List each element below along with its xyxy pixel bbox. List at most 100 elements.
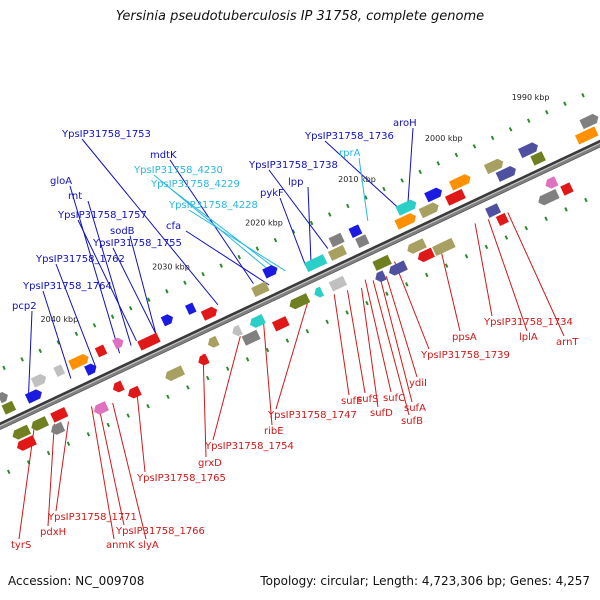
gene-label-ypsip31758-1739: YpsIP31758_1739 xyxy=(420,350,510,361)
tick-dot xyxy=(405,282,409,287)
leader-ydii xyxy=(385,276,418,378)
leader-sufd xyxy=(361,287,379,408)
leader-grxd xyxy=(202,353,207,458)
leader-cfa xyxy=(185,230,270,286)
gene-arrow xyxy=(262,265,278,279)
gene-label-ypsip31758-1755: YpsIP31758_1755 xyxy=(92,238,182,249)
leader-pykf xyxy=(279,197,307,266)
gene-arrow xyxy=(31,416,50,431)
tick-dot xyxy=(265,347,270,353)
leader-ypsip31758-1765 xyxy=(136,389,146,473)
tick-dot-layer xyxy=(2,92,588,475)
gene-feature xyxy=(251,281,270,298)
gene-label-pcp2: pcp2 xyxy=(12,301,37,312)
tick-dot xyxy=(128,306,133,311)
gene-feature xyxy=(160,314,173,327)
gene-box xyxy=(328,232,345,248)
gene-arrow xyxy=(483,158,504,175)
leader-gloa xyxy=(69,185,121,354)
gene-feature xyxy=(271,316,290,332)
gene-label-ydii: ydiI xyxy=(409,378,427,389)
gene-feature xyxy=(241,329,261,346)
gene-feature xyxy=(262,265,278,279)
leader-ypsip31758-1734 xyxy=(474,223,493,317)
accession-text: Accession: NC_009708 xyxy=(8,574,145,588)
gene-label-sufa: sufA xyxy=(404,403,426,414)
gene-arrow xyxy=(495,166,516,182)
tick-dot xyxy=(327,212,332,217)
gene-feature xyxy=(17,435,37,451)
map-title: Yersinia pseudotuberculosis IP 31758, co… xyxy=(115,9,485,24)
gene-feature xyxy=(407,238,427,254)
tick-dot xyxy=(86,432,91,437)
gene-feature xyxy=(375,270,387,283)
gene-box xyxy=(241,329,261,346)
gene-label-ypsip31758-1757: YpsIP31758_1757 xyxy=(57,210,147,221)
gene-arrow xyxy=(112,380,125,393)
gene-feature xyxy=(93,401,110,415)
tick-label-2010-kbp: 2010 kbp xyxy=(338,175,376,184)
tick-dot xyxy=(237,254,242,260)
tick-dot xyxy=(472,144,477,149)
gene-feature xyxy=(560,182,574,196)
leader-tyrs xyxy=(18,428,35,540)
gene-label-tyrs: tyrS xyxy=(11,540,31,551)
gene-label-lpp: lpp xyxy=(288,177,303,188)
tick-dot xyxy=(74,331,79,337)
gene-feature xyxy=(0,392,8,404)
tick-dot xyxy=(564,207,568,212)
gene-arrow xyxy=(395,199,417,216)
tick-dot xyxy=(584,197,588,203)
tick-dot xyxy=(219,263,223,268)
gene-feature xyxy=(518,142,538,159)
tick-dot xyxy=(545,110,549,115)
tick-dot xyxy=(526,118,531,124)
leader-ppsa xyxy=(439,244,461,332)
gene-feature xyxy=(417,247,435,263)
leader-pdxh xyxy=(47,423,55,527)
gene-feature xyxy=(51,421,66,435)
leader-ypsip31758-1738 xyxy=(268,169,329,249)
leader-ypsip31758-1739 xyxy=(394,261,430,350)
gene-box xyxy=(355,234,370,249)
gene-arrow xyxy=(30,374,47,388)
gene-feature xyxy=(328,232,345,248)
gene-label-pdxh: pdxH xyxy=(40,527,66,538)
tick-dot xyxy=(305,328,310,334)
tick-dot xyxy=(424,272,429,278)
gene-feature xyxy=(545,176,559,189)
gene-label-ypsip31758-1771: YpsIP31758_1771 xyxy=(47,512,137,523)
gene-label-sufd: sufD xyxy=(370,408,393,419)
gene-label-ypsip31758-1754: YpsIP31758_1754 xyxy=(204,441,294,452)
gene-feature xyxy=(574,126,599,145)
gene-label-ypsip31758-1738: YpsIP31758_1738 xyxy=(248,160,338,171)
tick-dot xyxy=(186,385,190,390)
backbone-highlight xyxy=(0,142,600,427)
gene-feature xyxy=(165,365,186,381)
gene-feature xyxy=(424,187,442,203)
leader-ypsip31758-1771 xyxy=(55,421,69,512)
gene-label-sodb: sodB xyxy=(110,226,135,237)
gene-box xyxy=(348,224,363,238)
leader-ypsip31758-1755 xyxy=(112,247,158,336)
gene-feature xyxy=(24,389,42,404)
leader-layer xyxy=(18,127,565,540)
tick-dot xyxy=(225,366,230,371)
leader-mdtk xyxy=(169,159,254,284)
tick-dot xyxy=(563,101,567,106)
gene-arrow xyxy=(389,260,408,276)
gene-box xyxy=(94,344,108,358)
gene-feature xyxy=(530,151,546,166)
leader-sufs xyxy=(346,290,366,394)
gene-feature xyxy=(112,380,125,393)
gene-arrow xyxy=(68,354,89,370)
gene-feature xyxy=(94,344,108,358)
tick-dot xyxy=(436,161,441,166)
tick-dot xyxy=(38,348,42,354)
gene-arrow xyxy=(407,238,427,254)
gene-label-ribe: ribE xyxy=(264,426,284,437)
gene-arrow xyxy=(518,142,538,159)
gene-box xyxy=(560,182,574,196)
tick-dot xyxy=(66,441,71,446)
feature-layer xyxy=(0,113,599,451)
